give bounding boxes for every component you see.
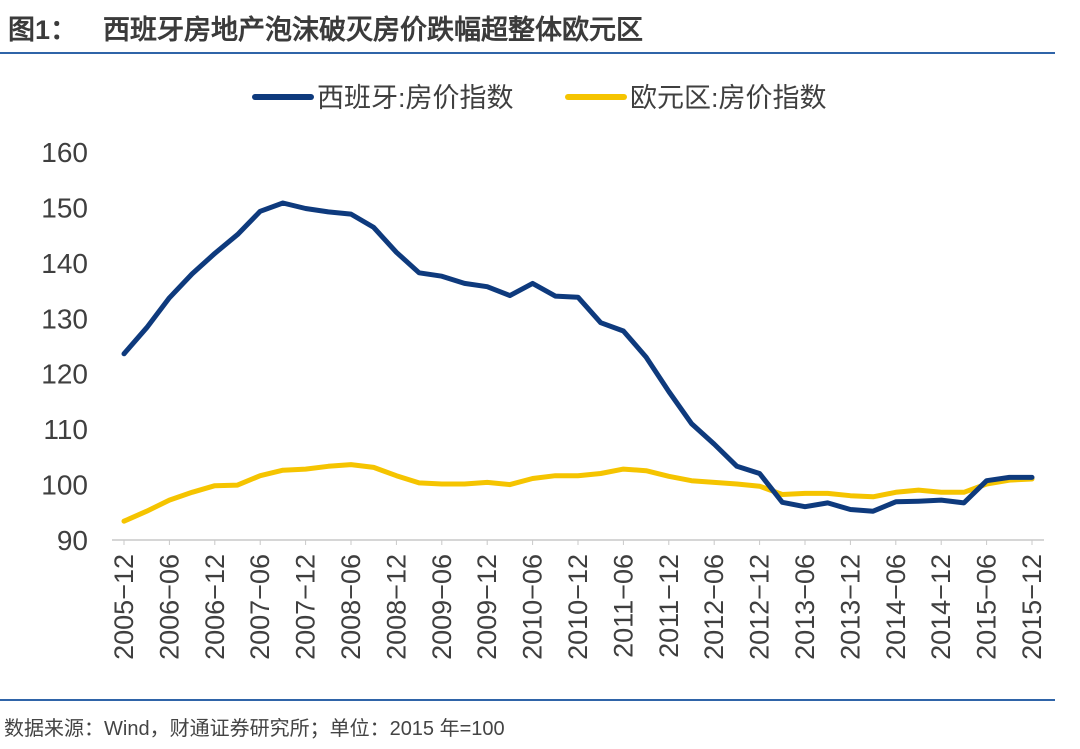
y-tick-label: 150 <box>41 192 88 223</box>
y-axis: 90 100 110 120 130 140 150 160 <box>41 137 88 556</box>
legend: 西班牙:房价指数 欧元区:房价指数 <box>252 83 827 113</box>
x-tick-label: 2008−12 <box>381 554 411 660</box>
x-tick-label: 2005−12 <box>109 554 139 660</box>
x-tick-label: 2007−06 <box>245 554 275 660</box>
x-tick-label: 2010−06 <box>518 554 548 660</box>
y-tick-label: 110 <box>43 414 88 445</box>
line-chart: 西班牙:房价指数 欧元区:房价指数 90 100 110 120 130 140 150 160… <box>41 83 1047 660</box>
x-tick-label: 2013−12 <box>835 554 865 660</box>
x-tick-label: 2006−12 <box>200 554 230 660</box>
legend-label: 欧元区:房价指数 <box>630 83 827 113</box>
figure-label: 图1： <box>8 15 78 45</box>
x-tick-label: 2015−06 <box>972 554 1002 660</box>
series-line-eurozone <box>121 462 1035 524</box>
chart-title: 图1： 西班牙房地产泡沫破灭房价跌幅超整体欧元区 <box>8 10 643 50</box>
series-line-spain <box>121 200 1035 514</box>
x-tick-label: 2007−12 <box>291 554 321 660</box>
x-tick-label: 2014−06 <box>881 554 911 660</box>
x-tick-label: 2011−06 <box>608 554 638 658</box>
x-tick-label: 2008−06 <box>336 554 366 660</box>
y-tick-label: 120 <box>41 359 88 390</box>
source-note: 数据来源：Wind，财通证券研究所；单位：2015 年=100 <box>4 718 505 740</box>
x-tick-label: 2010−12 <box>563 554 593 660</box>
x-tick-label: 2013−06 <box>790 554 820 660</box>
top-rule <box>0 52 1055 54</box>
y-tick-label: 140 <box>41 248 88 279</box>
legend-label: 西班牙:房价指数 <box>317 83 514 113</box>
x-tick-label: 2006−06 <box>154 554 184 660</box>
x-tick-label: 2015−12 <box>1017 554 1047 660</box>
x-tick-label: 2012−12 <box>745 554 775 660</box>
series-group <box>121 200 1035 524</box>
y-tick-label: 90 <box>57 525 88 556</box>
x-tick-label: 2009−06 <box>427 554 457 660</box>
title-text: 西班牙房地产泡沫破灭房价跌幅超整体欧元区 <box>103 15 644 45</box>
x-tick-label: 2012−06 <box>699 554 729 660</box>
bottom-rule <box>0 699 1055 701</box>
y-tick-label: 130 <box>41 303 88 334</box>
x-tick-label: 2011−12 <box>654 554 684 658</box>
x-tick-label: 2014−12 <box>926 554 956 660</box>
x-tick-label: 2009−12 <box>472 554 502 660</box>
x-axis: 2005−12 2006−06 2006−12 2007−06 2007−12 2008−… <box>109 539 1047 660</box>
y-tick-label: 100 <box>41 470 88 501</box>
y-tick-label: 160 <box>41 137 88 168</box>
